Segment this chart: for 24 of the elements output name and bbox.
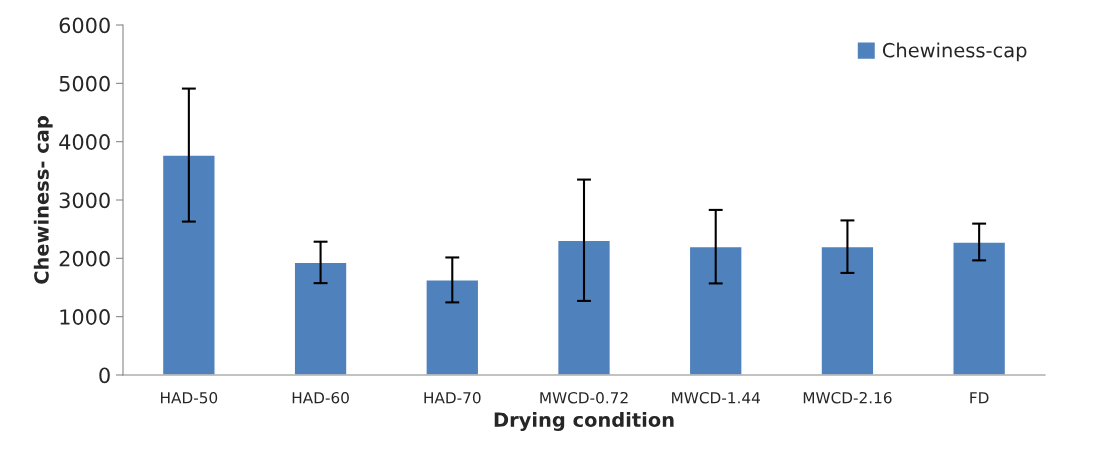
x-tick-label: MWCD-0.72 bbox=[540, 391, 628, 404]
bar bbox=[161, 154, 216, 375]
y-tick-label: 3000 bbox=[59, 192, 110, 209]
y-tick-label: 6000 bbox=[59, 17, 110, 34]
bar bbox=[425, 279, 480, 375]
y-tick-label: 1000 bbox=[60, 309, 110, 325]
x-tick-label: HAD-60 bbox=[292, 391, 349, 404]
x-axis-title: Drying condition bbox=[494, 412, 674, 431]
x-tick-label: MWCD-1.44 bbox=[672, 391, 760, 404]
bar bbox=[688, 245, 743, 375]
y-tick-label: 5000 bbox=[59, 75, 110, 92]
y-axis-title: Chewiness- cap bbox=[33, 116, 53, 284]
x-tick-label: HAD-70 bbox=[424, 391, 481, 404]
bar bbox=[952, 241, 1007, 375]
bar bbox=[293, 261, 348, 375]
x-tick-label: FD bbox=[970, 392, 989, 404]
y-tick-label: 2000 bbox=[59, 250, 110, 267]
x-tick-label: MWCD-2.16 bbox=[803, 391, 892, 404]
legend-label: Chewiness-cap bbox=[882, 42, 1027, 62]
y-tick-label: 4000 bbox=[59, 134, 110, 150]
bar bbox=[820, 245, 875, 375]
x-tick-label: HAD-50 bbox=[161, 391, 218, 404]
bar bbox=[556, 239, 612, 375]
y-tick-label: 0 bbox=[99, 367, 110, 384]
